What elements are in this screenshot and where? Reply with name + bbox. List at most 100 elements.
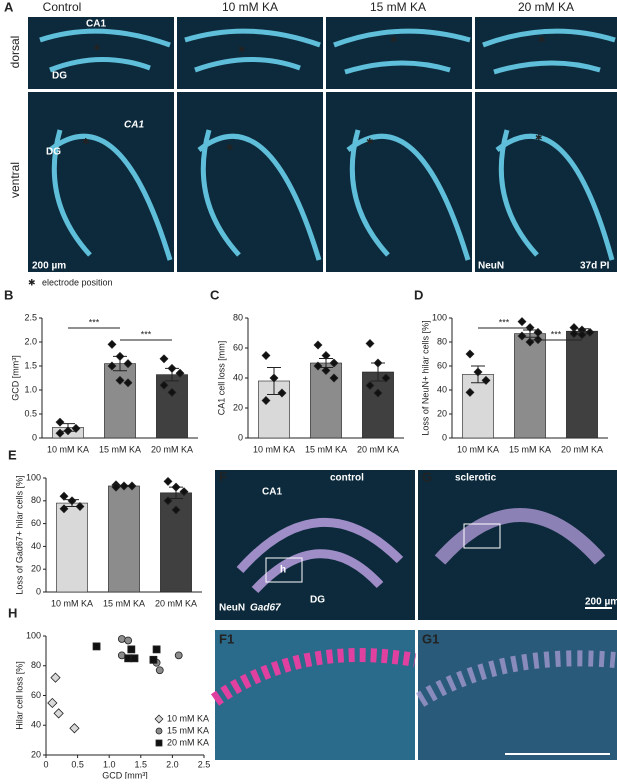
bar	[108, 485, 140, 593]
x-tick-label: 0.5	[71, 759, 84, 769]
micrograph	[326, 92, 472, 272]
data-point	[585, 327, 595, 337]
bar	[514, 333, 546, 439]
x-tick-label: 10 mM KA	[457, 444, 499, 454]
data-point	[365, 339, 375, 348]
legend-marker	[155, 739, 163, 747]
panel-letter: A	[4, 0, 14, 14]
significance-label: ***	[499, 317, 510, 327]
data-point	[261, 396, 271, 405]
data-point	[481, 375, 491, 385]
data-point	[269, 373, 279, 383]
stain-label: NeuN	[219, 603, 245, 614]
panel-letter: G	[422, 469, 432, 484]
y-tick-label: 40	[437, 384, 447, 394]
y-tick-label: 80	[31, 495, 41, 505]
cell-layer	[415, 650, 616, 707]
data-point	[159, 354, 169, 364]
region-label: CA1	[124, 120, 144, 131]
y-tick-label: 20	[31, 564, 41, 574]
bar	[310, 362, 342, 439]
data-point	[71, 423, 81, 433]
significance-label: ***	[141, 329, 152, 339]
data-point	[525, 337, 535, 347]
data-point	[123, 359, 133, 369]
y-tick-label: 80	[31, 660, 41, 670]
electrode-marker: ✱	[535, 132, 543, 142]
legend-label: 15 mM KA	[167, 725, 209, 735]
y-tick-label: 60	[31, 518, 41, 528]
bar	[462, 374, 494, 439]
cell-layer	[346, 129, 471, 261]
y-tick-label: 60	[31, 690, 41, 700]
data-point	[171, 505, 181, 515]
data-point	[465, 349, 475, 359]
data-point	[321, 351, 331, 360]
data-point	[119, 481, 129, 491]
x-tick-label: 10 mM KA	[51, 598, 93, 608]
cell-layer	[482, 28, 616, 75]
significance-label: ***	[551, 329, 562, 339]
panel-letter: H	[8, 605, 17, 620]
data-point	[111, 482, 121, 492]
region-label: DG	[46, 147, 61, 158]
micrograph	[28, 92, 174, 272]
y-tick-label: 0	[32, 432, 37, 442]
y-axis-label: Loss of Gad67+ hilar cells [%]	[14, 475, 24, 594]
data-point	[171, 482, 181, 492]
data-point	[329, 373, 339, 383]
panel-letter: D	[414, 287, 423, 302]
data-point	[179, 487, 189, 497]
data-point	[321, 366, 331, 375]
row-title: ventral	[8, 162, 22, 198]
y-tick-label: 1.5	[24, 360, 37, 370]
y-tick-label: 0	[36, 586, 41, 596]
column-title: 15 mM KA	[370, 0, 426, 14]
data-point	[174, 651, 183, 660]
electrode-marker: ✱	[390, 34, 398, 44]
stain-label: NeuN	[478, 261, 504, 272]
data-point	[63, 426, 73, 436]
data-point	[261, 351, 271, 360]
y-tick-label: 60	[233, 342, 243, 352]
x-tick-label: 2.0	[166, 759, 179, 769]
x-tick-label: 15 mM KA	[305, 444, 347, 454]
data-point	[163, 476, 173, 486]
micrograph	[475, 17, 617, 89]
panel-title: control	[330, 473, 364, 484]
data-point	[55, 428, 65, 438]
x-tick-label: 20 mM KA	[357, 444, 399, 454]
cell-layer	[48, 129, 173, 261]
x-tick-label: 15 mM KA	[103, 598, 145, 608]
cell-layer	[434, 508, 606, 565]
column-title: Control	[43, 0, 82, 14]
region-label: DG	[52, 71, 67, 82]
data-point	[107, 361, 117, 371]
bar	[56, 502, 88, 593]
data-point	[569, 329, 579, 339]
region-label: CA1	[86, 19, 106, 30]
y-tick-label: 100	[26, 630, 41, 640]
row-title: dorsal	[8, 36, 22, 69]
x-tick-label: 20 mM KA	[151, 444, 193, 454]
cell-layer	[236, 517, 404, 594]
y-axis-label: CA1 cell loss [mm]	[216, 341, 226, 416]
scale-bar-label: 200 µm	[585, 597, 617, 608]
micrograph	[177, 92, 323, 272]
y-tick-label: 0	[238, 432, 243, 442]
significance-label: ***	[89, 317, 100, 327]
data-point	[55, 417, 65, 427]
x-tick-label: 10 mM KA	[47, 444, 89, 454]
panel-letter: B	[4, 287, 13, 302]
data-point	[130, 654, 139, 663]
data-point	[163, 496, 173, 506]
data-point	[107, 339, 117, 349]
data-point	[152, 645, 161, 654]
data-point	[69, 723, 80, 734]
panel-letter: E	[8, 447, 17, 462]
y-tick-label: 100	[432, 312, 447, 322]
data-point	[517, 317, 527, 327]
panel-letter: F	[219, 469, 227, 484]
y-tick-label: 2.0	[24, 336, 37, 346]
bar	[362, 371, 394, 439]
